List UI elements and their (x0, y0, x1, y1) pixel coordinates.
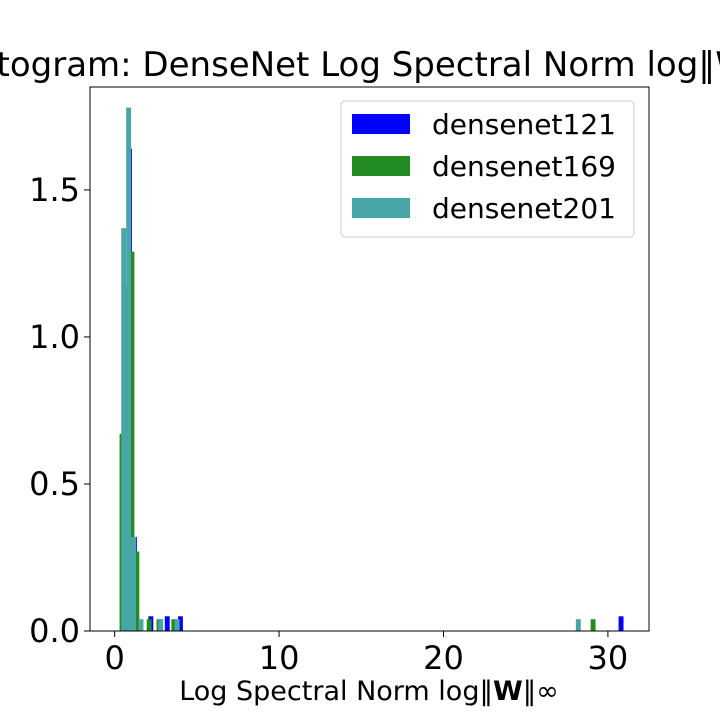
bar-densenet201-1 (126, 107, 132, 631)
bar-densenet169-4 (146, 619, 152, 631)
x-tick-label-2: 20 (423, 639, 464, 677)
y-tick-label-0: 0.0 (29, 612, 80, 650)
bar-densenet169-3 (134, 551, 140, 631)
y-tick-label-2: 1.0 (29, 318, 80, 356)
bar-densenet201-2 (131, 536, 137, 631)
legend-swatch-densenet169 (352, 156, 410, 176)
bar-densenet169-6 (171, 619, 177, 631)
x-axis: 0 10 20 30 (104, 631, 628, 677)
x-axis-label: Log Spectral Norm log‖W‖∞ (179, 676, 559, 707)
legend-label-densenet121: densenet121 (432, 108, 616, 141)
x-axis-label-pre: Log Spectral Norm log‖ (179, 676, 493, 707)
legend-label-densenet169: densenet169 (432, 150, 616, 183)
legend: densenet121 densenet169 densenet201 (340, 100, 635, 238)
legend-label-densenet201: densenet201 (432, 192, 616, 225)
y-axis: 0.0 0.5 1.0 1.5 (29, 171, 90, 650)
y-tick-label-3: 1.5 (29, 171, 80, 209)
bar-densenet121-4 (164, 616, 170, 631)
bars-layer (119, 107, 624, 632)
x-tick-label-0: 0 (104, 639, 124, 677)
legend-swatch-densenet201 (352, 198, 410, 218)
bar-densenet121-5 (177, 616, 183, 631)
legend-swatch-densenet121 (352, 114, 410, 134)
bar-densenet201-4 (158, 619, 164, 631)
bar-densenet201-5 (174, 619, 180, 631)
bar-densenet201-0 (121, 228, 127, 631)
chart-title: Histogram: DenseNet Log Spectral Norm lo… (0, 45, 720, 85)
y-tick-label-1: 0.5 (29, 465, 80, 503)
bar-densenet169-2 (129, 251, 135, 632)
bar-densenet121-6 (618, 616, 624, 631)
x-tick-label-1: 10 (259, 639, 300, 677)
x-tick-label-3: 30 (588, 639, 629, 677)
bar-densenet169-7 (590, 619, 596, 631)
legend-box (340, 100, 635, 238)
bar-densenet201-6 (575, 619, 581, 631)
x-axis-label-post: ‖∞ (523, 676, 559, 707)
bar-densenet201-3 (138, 619, 144, 631)
plot-frame (89, 86, 650, 632)
x-axis-label-bold: W (493, 676, 523, 707)
